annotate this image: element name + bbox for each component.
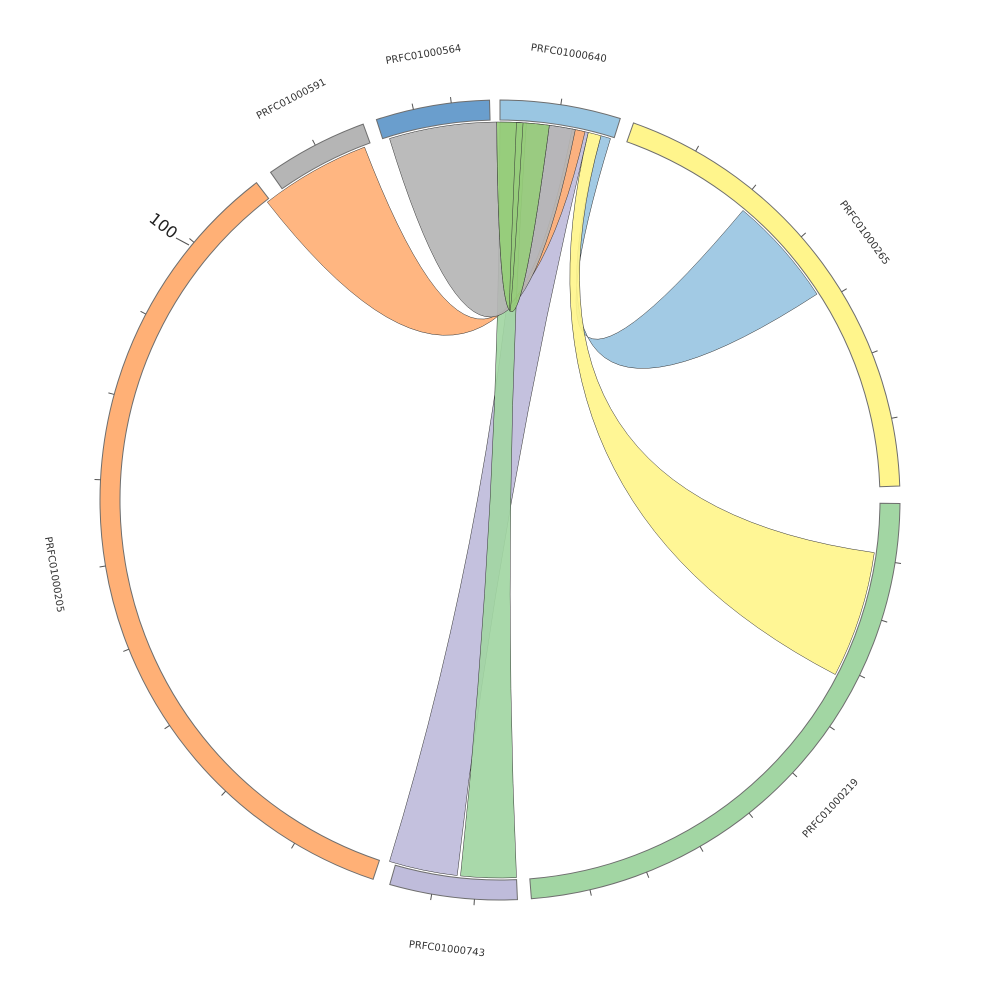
segment-label-PRFC01000205: PRFC01000205 [42, 536, 65, 613]
segment-tick [140, 310, 147, 315]
segment-tick [99, 565, 106, 568]
segment-tick [411, 103, 414, 110]
segment-arc-PRFC01000205 [99, 181, 381, 880]
segment-tick [894, 562, 902, 565]
scale-label: 100 [146, 209, 182, 243]
segment-arc-PRFC01000564 [375, 99, 491, 140]
segment-tick [560, 98, 563, 105]
link-ribbon-PRFC01000640-PRFC01000265 [575, 135, 818, 369]
segment-arc-PRFC01000640 [499, 99, 621, 139]
link-ribbon-PRFC01000640-PRFC01000640 [496, 121, 550, 312]
segment-tick [430, 894, 433, 901]
segment-arcs-layer [99, 99, 901, 901]
segment-label-PRFC01000743: PRFC01000743 [408, 939, 485, 959]
segment-tick [792, 772, 798, 778]
segment-tick [800, 232, 807, 238]
segment-label-PRFC01000591: PRFC01000591 [255, 77, 328, 122]
segment-tick [871, 350, 878, 354]
segment-tick [123, 648, 130, 652]
ribbons-layer [266, 121, 875, 879]
segment-tick [646, 871, 650, 878]
segment-tick [312, 139, 316, 146]
segment-tick [589, 889, 592, 896]
segment-tick [699, 846, 704, 852]
segment-tick [164, 724, 170, 730]
segment-tick [189, 238, 195, 243]
segment-label-PRFC01000265: PRFC01000265 [837, 199, 891, 267]
segment-tick [859, 674, 866, 679]
segment-label-PRFC01000219: PRFC01000219 [801, 777, 861, 841]
segment-label-PRFC01000564: PRFC01000564 [385, 43, 462, 67]
segment-tick [881, 619, 888, 623]
segment-tick [751, 184, 757, 190]
segment-tick [291, 842, 296, 849]
segment-tick [841, 288, 847, 293]
segment-label-PRFC01000640: PRFC01000640 [530, 42, 607, 65]
segment-arc-PRFC01000219 [529, 502, 901, 900]
segment-tick [108, 392, 115, 395]
link-ribbon-PRFC01000640-PRFC01000743 [389, 122, 589, 876]
scale-tick [175, 237, 190, 246]
segment-tick [748, 812, 754, 819]
link-ribbon-PRFC01000640-PRFC01000219 [569, 132, 875, 675]
segment-tick [695, 145, 700, 152]
scale-marker: 100 [146, 209, 190, 246]
segment-arc-PRFC01000743 [389, 864, 518, 901]
ticks-layer [94, 96, 902, 906]
segment-arc-PRFC01000265 [626, 122, 901, 488]
segment-tick [829, 726, 835, 731]
segment-arc-PRFC01000591 [269, 123, 371, 190]
segment-tick [891, 416, 898, 419]
segment-tick [221, 790, 227, 796]
segment-tick [450, 96, 452, 104]
